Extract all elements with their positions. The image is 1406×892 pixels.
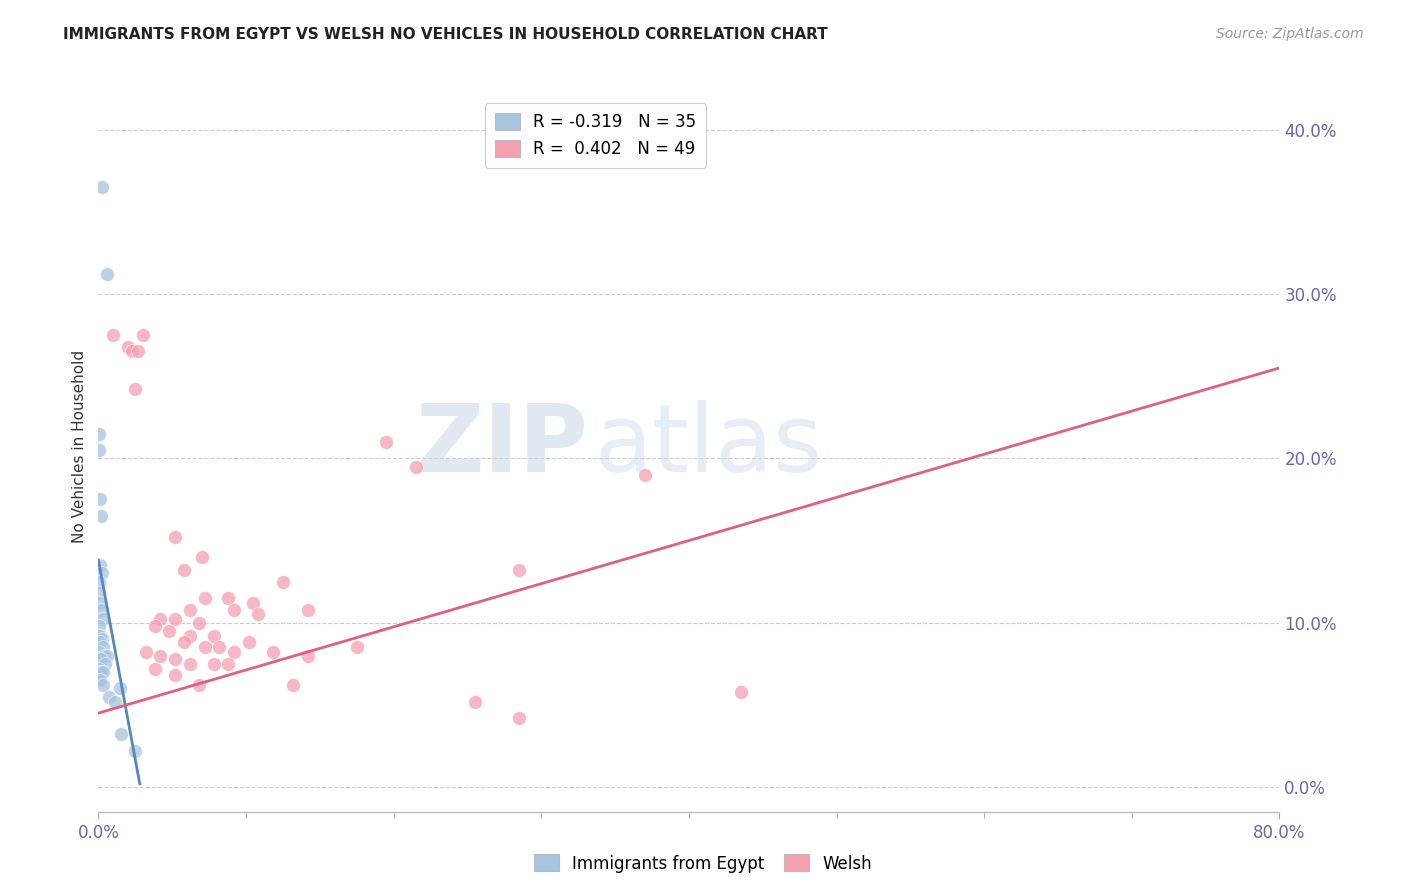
- Point: [89, 673, 111, 688]
- Point: [194, 591, 217, 605]
- Point: [217, 657, 239, 671]
- Point: [224, 645, 246, 659]
- Point: [224, 602, 246, 616]
- Point: [194, 640, 217, 655]
- Text: atlas: atlas: [595, 400, 823, 492]
- Point: [87, 645, 110, 659]
- Text: Source: ZipAtlas.com: Source: ZipAtlas.com: [1216, 27, 1364, 41]
- Point: [90, 632, 112, 647]
- Point: [157, 624, 180, 638]
- Point: [508, 563, 530, 577]
- Point: [165, 652, 187, 666]
- Point: [110, 727, 132, 741]
- Point: [89, 558, 111, 573]
- Point: [89, 665, 111, 679]
- Point: [108, 681, 131, 696]
- Point: [143, 619, 166, 633]
- Point: [98, 690, 121, 704]
- Point: [405, 459, 427, 474]
- Point: [96, 648, 118, 663]
- Point: [89, 596, 111, 610]
- Point: [121, 344, 143, 359]
- Point: [179, 657, 201, 671]
- Text: IMMIGRANTS FROM EGYPT VS WELSH NO VEHICLES IN HOUSEHOLD CORRELATION CHART: IMMIGRANTS FROM EGYPT VS WELSH NO VEHICL…: [63, 27, 828, 42]
- Point: [90, 566, 112, 581]
- Point: [208, 640, 231, 655]
- Point: [91, 640, 114, 655]
- Point: [271, 574, 294, 589]
- Text: ZIP: ZIP: [416, 400, 589, 492]
- Point: [346, 640, 368, 655]
- Point: [246, 607, 269, 622]
- Point: [87, 673, 110, 688]
- Point: [165, 612, 187, 626]
- Point: [132, 328, 155, 343]
- Point: [91, 665, 114, 679]
- Point: [165, 530, 187, 544]
- Point: [202, 629, 225, 643]
- Point: [283, 678, 305, 692]
- Point: [87, 574, 110, 589]
- Point: [149, 612, 172, 626]
- Point: [165, 668, 187, 682]
- Point: [93, 648, 115, 663]
- Point: [179, 629, 201, 643]
- Point: [117, 340, 139, 354]
- Point: [202, 657, 225, 671]
- Point: [242, 596, 264, 610]
- Point: [149, 648, 172, 663]
- Point: [87, 619, 110, 633]
- Point: [297, 648, 319, 663]
- Point: [508, 711, 530, 725]
- Point: [187, 678, 209, 692]
- Point: [91, 678, 114, 692]
- Point: [89, 635, 111, 649]
- Point: [634, 467, 657, 482]
- Point: [89, 629, 111, 643]
- Point: [238, 635, 260, 649]
- Point: [89, 492, 111, 507]
- Point: [89, 443, 111, 458]
- Point: [104, 695, 127, 709]
- Y-axis label: No Vehicles in Household: No Vehicles in Household: [72, 350, 87, 542]
- Point: [89, 426, 111, 441]
- Point: [89, 586, 111, 600]
- Point: [94, 657, 117, 671]
- Point: [297, 602, 319, 616]
- Point: [187, 615, 209, 630]
- Point: [191, 549, 214, 564]
- Point: [179, 602, 201, 616]
- Point: [124, 744, 146, 758]
- Point: [143, 662, 166, 676]
- Point: [464, 695, 486, 709]
- Point: [375, 434, 398, 449]
- Point: [124, 382, 146, 396]
- Point: [90, 652, 112, 666]
- Point: [90, 665, 112, 679]
- Point: [217, 591, 239, 605]
- Point: [90, 602, 112, 616]
- Legend: R = -0.319   N = 35, R =  0.402   N = 49: R = -0.319 N = 35, R = 0.402 N = 49: [485, 103, 706, 168]
- Legend: Immigrants from Egypt, Welsh: Immigrants from Egypt, Welsh: [527, 847, 879, 880]
- Point: [96, 267, 118, 281]
- Point: [173, 563, 195, 577]
- Point: [127, 344, 149, 359]
- Point: [90, 180, 112, 194]
- Point: [91, 612, 114, 626]
- Point: [87, 662, 110, 676]
- Point: [103, 328, 125, 343]
- Point: [730, 684, 752, 698]
- Point: [135, 645, 157, 659]
- Point: [262, 645, 284, 659]
- Point: [90, 508, 112, 523]
- Point: [173, 635, 195, 649]
